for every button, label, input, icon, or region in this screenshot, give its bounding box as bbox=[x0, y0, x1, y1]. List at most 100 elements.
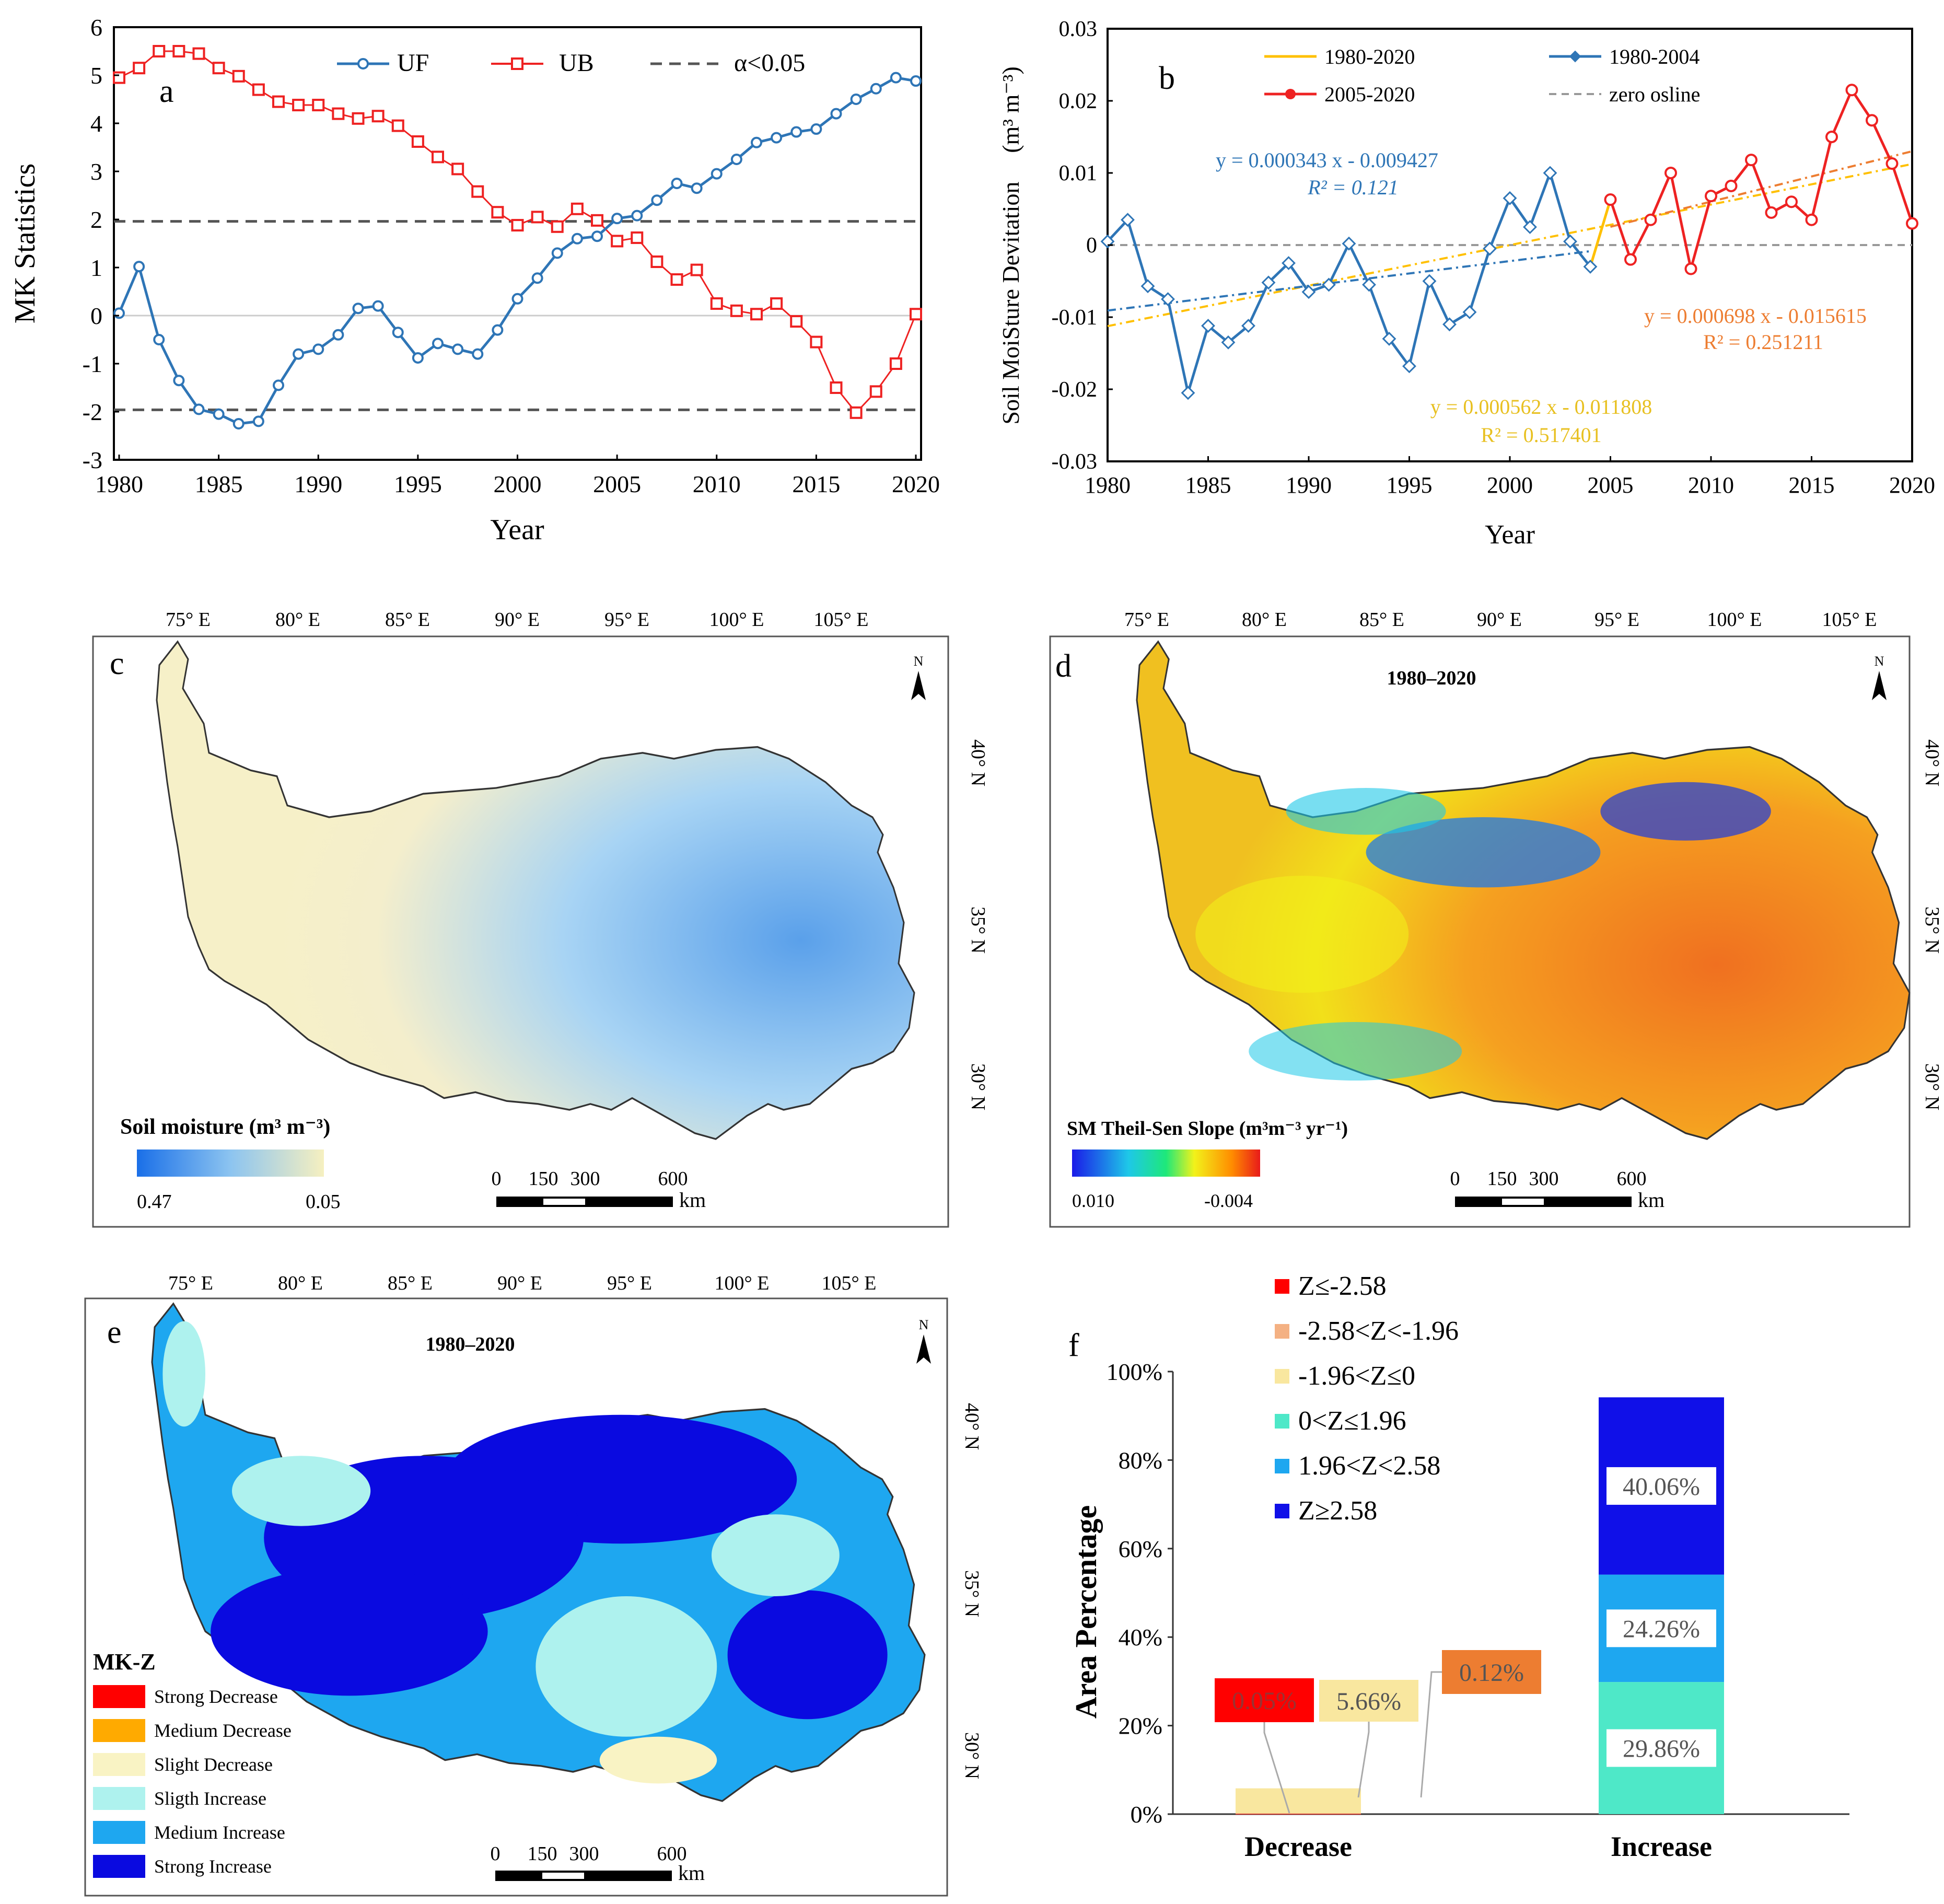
point-1980-2004 bbox=[1462, 305, 1477, 319]
point-2005-2020 bbox=[1624, 253, 1637, 266]
callout-label: 5.66% bbox=[1336, 1688, 1401, 1715]
svg-text:75° E: 75° E bbox=[166, 609, 211, 631]
uf-point bbox=[850, 94, 862, 105]
point-2005-2020 bbox=[1845, 84, 1858, 97]
svg-text:95° E: 95° E bbox=[1594, 609, 1639, 631]
panel-c-map: 75° E 80° E 85° E 90° E 95° E 100° E 105… bbox=[92, 609, 989, 1228]
ub-point bbox=[650, 255, 663, 268]
uf-point bbox=[432, 338, 444, 350]
svg-text:150: 150 bbox=[529, 1168, 558, 1190]
panel-d-legend-min: 0.010 bbox=[1072, 1190, 1114, 1211]
panel-f-legend: Z≤-2.58 -2.58<Z<-1.96 -1.96<Z≤0 0<Z≤1.96 1.9… bbox=[1275, 1271, 1459, 1526]
uf-point bbox=[910, 75, 922, 87]
panel-c-lon-labels: 75° E 80° E 85° E 90° E 95° E 100° E 105… bbox=[166, 609, 868, 631]
point-1980-2004 bbox=[1442, 317, 1457, 332]
legend-label: Medium Decrease bbox=[154, 1720, 292, 1741]
ub-point bbox=[212, 62, 225, 75]
x-tick-label: 2010 bbox=[1688, 472, 1734, 498]
ub-point bbox=[730, 304, 743, 317]
point-1980-2004 bbox=[1241, 319, 1255, 333]
legend-swatch bbox=[93, 1753, 145, 1776]
trend-r2-1980-2020: R² = 0.517401 bbox=[1481, 423, 1601, 447]
uf-point bbox=[252, 415, 264, 427]
svg-text:105° E: 105° E bbox=[1822, 609, 1877, 631]
svg-text:300: 300 bbox=[569, 1843, 599, 1865]
y-tick-label: 5 bbox=[90, 62, 102, 89]
svg-text:95° E: 95° E bbox=[604, 609, 649, 631]
ub-point bbox=[889, 357, 902, 370]
legend-swatch bbox=[93, 1855, 145, 1878]
point-2005-2020 bbox=[1604, 193, 1617, 206]
uf-point bbox=[730, 154, 742, 165]
value-label: 29.86% bbox=[1623, 1735, 1700, 1763]
y-tick-label: 20% bbox=[1119, 1713, 1162, 1739]
y-tick-label: 0.02 bbox=[1059, 89, 1098, 113]
uf-point bbox=[352, 303, 364, 315]
legend-label: -1.96<Z≤0 bbox=[1298, 1361, 1415, 1391]
point-2005-2020 bbox=[1745, 154, 1757, 167]
uf-point bbox=[571, 233, 583, 245]
y-tick-label: -1 bbox=[83, 351, 102, 377]
uf-point bbox=[711, 168, 723, 180]
trend-r2-1980-2004: R² = 0.121 bbox=[1307, 176, 1398, 199]
panel-e-letter: e bbox=[107, 1315, 122, 1350]
legend-swatch bbox=[1275, 1504, 1289, 1518]
y-tick-label: 6 bbox=[90, 14, 102, 41]
uf-point bbox=[870, 83, 882, 95]
ub-point bbox=[312, 99, 325, 112]
uf-point bbox=[830, 108, 842, 120]
panel-d-lon-labels: 75° E 80° E 85° E 90° E 95° E 100° E 105… bbox=[1124, 609, 1877, 631]
legend-label: 0<Z≤1.96 bbox=[1298, 1406, 1406, 1436]
point-1980-2004 bbox=[1422, 274, 1437, 288]
callout-leader bbox=[1357, 1722, 1370, 1798]
point-1980-2004 bbox=[1261, 275, 1276, 290]
svg-text:40° N: 40° N bbox=[961, 1403, 983, 1450]
svg-text:105° E: 105° E bbox=[814, 609, 869, 631]
ub-point bbox=[631, 231, 644, 244]
y-tick-label: 3 bbox=[90, 158, 102, 185]
legend-label: Strong Increase bbox=[154, 1856, 272, 1877]
north-arrow: N bbox=[1872, 654, 1887, 700]
x-tick-label: 1990 bbox=[294, 471, 342, 497]
scale-bar: 0 150 300 600 km bbox=[491, 1843, 705, 1885]
panel-d-title: 1980–2020 bbox=[1387, 667, 1476, 689]
panel-c-letter: c bbox=[110, 646, 124, 681]
svg-text:150: 150 bbox=[528, 1843, 557, 1865]
ub-point bbox=[710, 297, 723, 310]
ub-point bbox=[153, 45, 166, 57]
y-tick-label: -0.03 bbox=[1052, 450, 1098, 474]
svg-text:km: km bbox=[679, 1188, 706, 1212]
callout-box bbox=[1215, 1678, 1314, 1722]
legend-zero-line: zero osline bbox=[1609, 83, 1700, 106]
legend-label: Strong Decrease bbox=[154, 1686, 278, 1707]
legend-label: Z≤-2.58 bbox=[1298, 1271, 1387, 1301]
x-tick-label: 1985 bbox=[1185, 472, 1231, 498]
svg-text:95° E: 95° E bbox=[607, 1272, 652, 1294]
svg-text:90° E: 90° E bbox=[495, 609, 540, 631]
ub-point bbox=[591, 214, 603, 227]
point-1980-2004 bbox=[1503, 191, 1517, 205]
callout-box bbox=[1319, 1680, 1418, 1722]
panel-e-lat-labels: 40° N 35° N 30° N bbox=[961, 1403, 983, 1779]
svg-text:35° N: 35° N bbox=[1921, 907, 1943, 954]
x-tick-label: 2020 bbox=[1889, 472, 1935, 498]
ub-point bbox=[690, 263, 703, 276]
legend-swatch bbox=[93, 1787, 145, 1810]
ub-point bbox=[511, 219, 524, 232]
panel-a-legend: UF UB α<0.05 bbox=[337, 49, 805, 77]
point-1980-2004 bbox=[1140, 279, 1155, 294]
x-tick-label: 2005 bbox=[593, 471, 641, 497]
svg-text:300: 300 bbox=[571, 1168, 600, 1190]
ub-point bbox=[670, 273, 683, 286]
ub-point bbox=[252, 83, 265, 96]
point-2005-2020 bbox=[1664, 167, 1677, 179]
callout-label: 0.05% bbox=[1232, 1687, 1297, 1715]
svg-text:100° E: 100° E bbox=[1707, 609, 1762, 631]
ub-point bbox=[232, 69, 245, 83]
y-tick-label: 100% bbox=[1107, 1359, 1162, 1385]
point-1980-2004 bbox=[1322, 277, 1336, 292]
bar--1.96<Z≤0 bbox=[1236, 1788, 1361, 1814]
uf-point bbox=[293, 348, 305, 360]
category-label: Increase bbox=[1611, 1831, 1712, 1862]
